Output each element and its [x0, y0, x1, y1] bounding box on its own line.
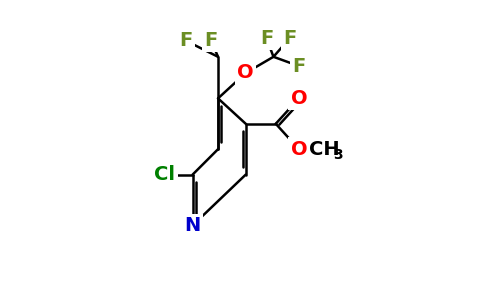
Text: O: O [290, 140, 307, 159]
Text: O: O [290, 89, 307, 108]
Text: 3: 3 [333, 148, 342, 162]
Text: F: F [204, 31, 218, 50]
Text: F: F [292, 56, 305, 76]
Text: F: F [283, 29, 296, 48]
Text: CH: CH [309, 140, 340, 159]
Text: Cl: Cl [154, 165, 175, 184]
Text: O: O [238, 64, 254, 83]
Text: N: N [184, 216, 201, 235]
Text: F: F [179, 31, 192, 50]
Text: F: F [260, 29, 273, 48]
